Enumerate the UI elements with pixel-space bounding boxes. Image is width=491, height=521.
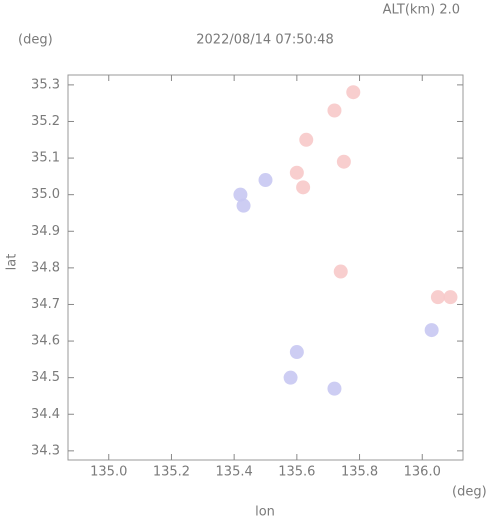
y-tick-label: 34.3 bbox=[31, 443, 60, 458]
y-axis-label: lat bbox=[5, 254, 20, 271]
echo-point bbox=[327, 381, 342, 396]
y-tick-label: 35.3 bbox=[31, 77, 60, 92]
x-tick-label: 135.0 bbox=[90, 465, 127, 480]
echo-point bbox=[424, 323, 439, 338]
echo-point bbox=[283, 370, 298, 385]
x-axis-label: lon bbox=[255, 505, 275, 520]
y-tick-label: 35.1 bbox=[31, 151, 60, 166]
x-tick-label: 135.4 bbox=[216, 465, 253, 480]
echo-point bbox=[236, 198, 251, 213]
y-tick-label: 34.5 bbox=[31, 370, 60, 385]
x-tick-label: 135.2 bbox=[153, 465, 190, 480]
plot-frame bbox=[67, 74, 464, 461]
x-tick-label: 135.6 bbox=[278, 465, 315, 480]
echo-point bbox=[258, 173, 273, 188]
y-unit: (deg) bbox=[18, 33, 53, 48]
echo-point bbox=[333, 264, 348, 279]
echo-point bbox=[346, 85, 361, 100]
echo-point bbox=[289, 345, 304, 360]
echo-point bbox=[296, 180, 311, 195]
y-tick-label: 34.4 bbox=[31, 407, 60, 422]
x-tick-label: 136.0 bbox=[404, 465, 441, 480]
echo-point bbox=[430, 290, 445, 305]
altitude: ALT(km) 2.0 bbox=[383, 3, 460, 18]
y-tick-label: 35.0 bbox=[31, 187, 60, 202]
echo-point bbox=[299, 132, 314, 147]
y-tick-label: 34.7 bbox=[31, 297, 60, 312]
echo-point bbox=[233, 187, 248, 202]
y-tick-label: 34.9 bbox=[31, 224, 60, 239]
y-tick-label: 35.2 bbox=[31, 114, 60, 129]
echo-point bbox=[327, 103, 342, 118]
echo-point bbox=[289, 165, 304, 180]
echo-point bbox=[443, 290, 458, 305]
chart-title: 2022/08/14 07:50:48 bbox=[196, 33, 333, 48]
x-tick-label: 135.8 bbox=[341, 465, 378, 480]
x-unit: (deg) bbox=[452, 485, 487, 500]
y-tick-label: 34.6 bbox=[31, 334, 60, 349]
echo-point bbox=[336, 154, 351, 169]
y-tick-label: 34.8 bbox=[31, 260, 60, 275]
